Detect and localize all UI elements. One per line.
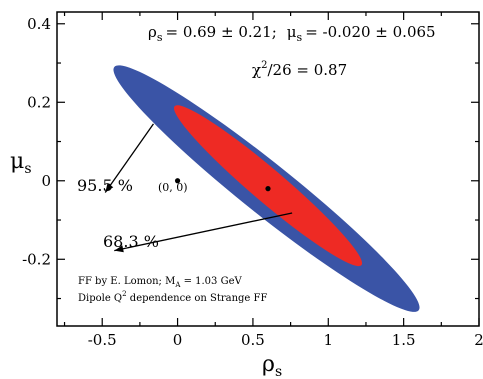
x-tick-label: 0.5 (241, 331, 265, 349)
arrow-68 (114, 212, 293, 253)
fit-result-annotation: ρs = 0.69 ± 0.21; μs = -0.020 ± 0.065 (148, 23, 436, 44)
point-label-origin: (0, 0) (158, 181, 188, 194)
tick-labels-layer: -0.5 0 0.5 1 1.5 2 -0.2 0 0.2 0.4 (22, 15, 483, 349)
origin-point (174, 178, 181, 184)
x-tick-label: 1 (324, 331, 334, 349)
ff-note-line1: FF by E. Lomon; MA = 1.03 GeV (78, 276, 242, 289)
contour-label-68: 68.3 % (103, 232, 159, 251)
y-tick-label: 0 (41, 172, 51, 190)
contour-label-95: 95.5 % (77, 176, 133, 195)
x-axis-label: ρs (262, 352, 282, 379)
y-tick-label: 0.2 (27, 93, 51, 111)
plot-frame (56, 11, 480, 327)
y-tick-label: 0.4 (27, 15, 51, 33)
y-axis-label: μs (10, 149, 32, 177)
x-tick-label: 2 (474, 331, 483, 349)
ff-note-line2: Dipole Q2 dependence on Strange FF (78, 290, 267, 304)
best-fit-point (265, 186, 271, 192)
contour-68-region (173, 105, 363, 267)
x-tick-label: 1.5 (392, 331, 416, 349)
ticks-layer (57, 12, 480, 326)
points-layer (174, 178, 271, 192)
y-tick-label: -0.2 (22, 250, 51, 268)
x-tick-label: 0 (173, 331, 183, 349)
arrow-95 (104, 123, 154, 193)
chi2-annotation: χ2/26 = 0.87 (252, 60, 347, 79)
arrows-layer (104, 123, 293, 253)
x-tick-label: -0.5 (88, 331, 117, 349)
